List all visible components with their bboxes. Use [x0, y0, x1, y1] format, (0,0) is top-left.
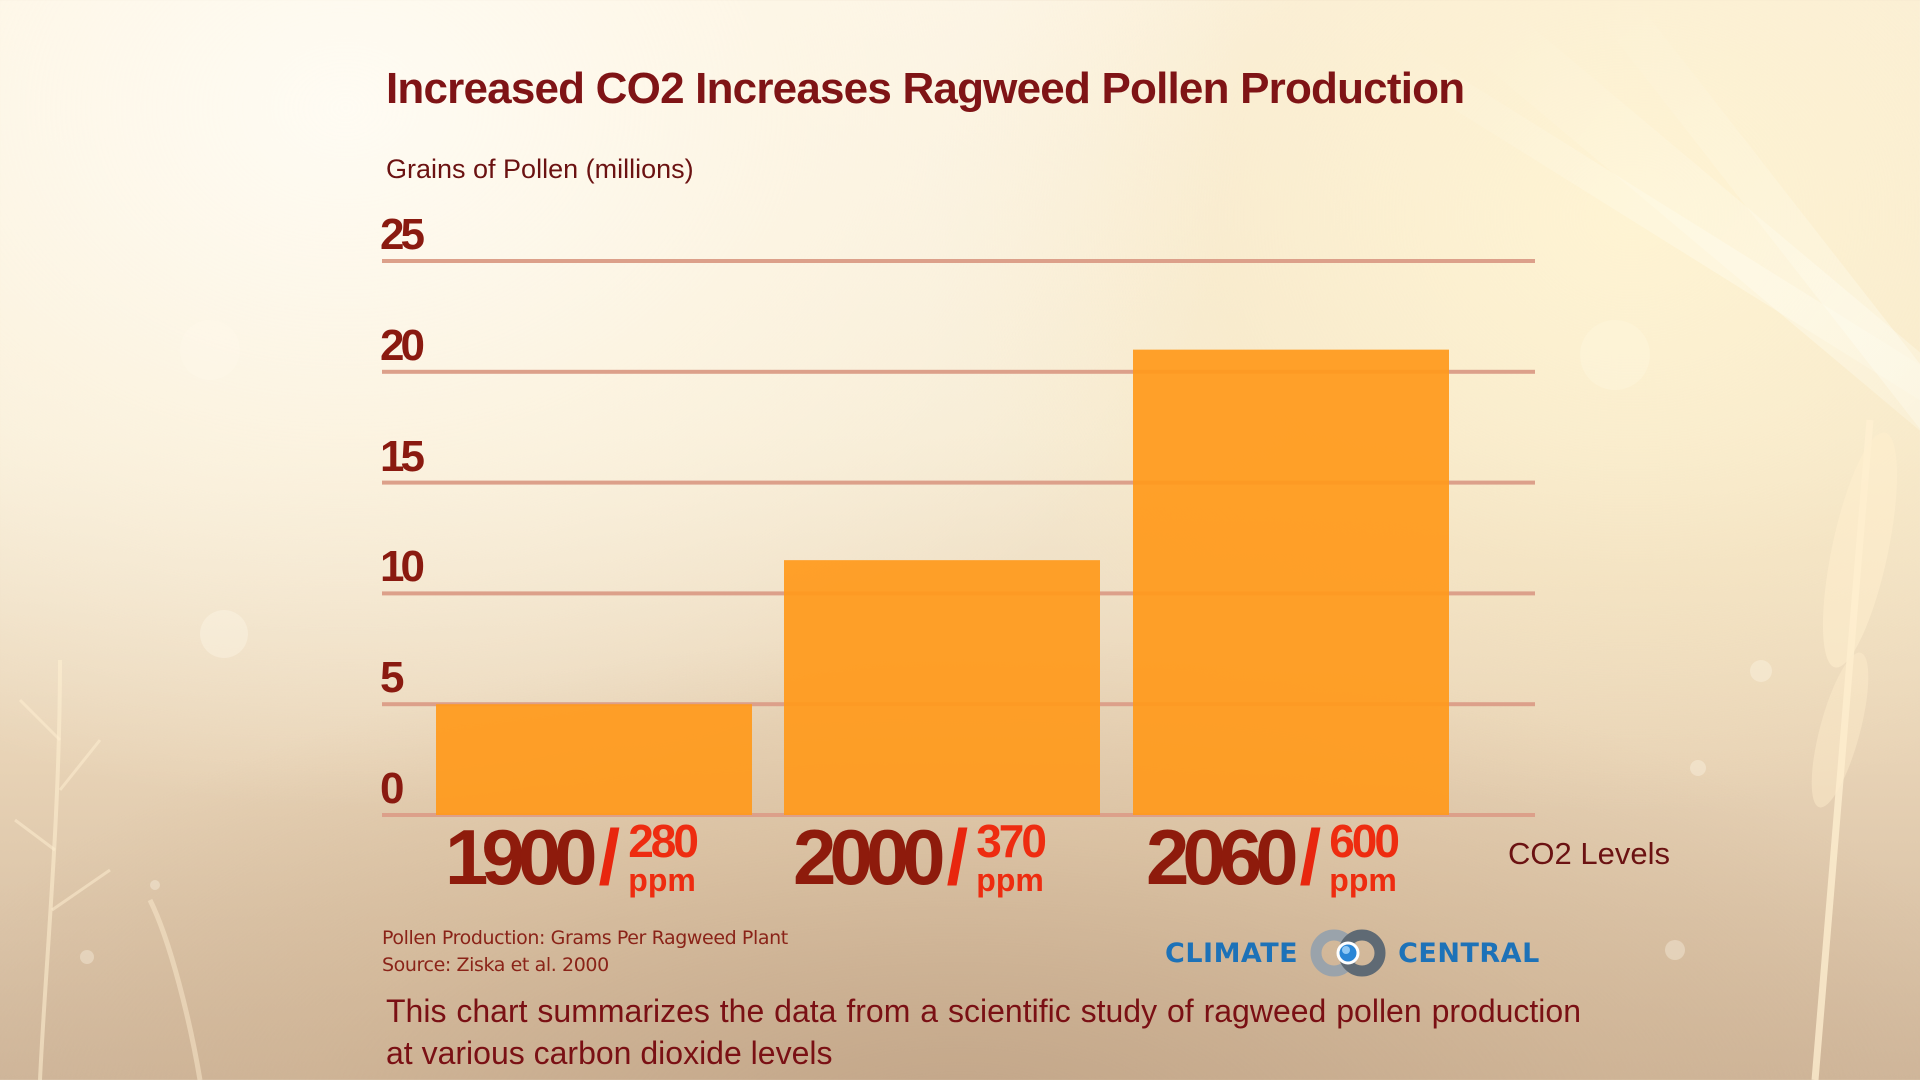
- category-ppm-unit: ppm: [976, 862, 1044, 898]
- y-tick-label: 15: [380, 431, 425, 481]
- climate-central-logo: CLIMATE CENTRAL: [1165, 928, 1540, 978]
- bar-2060: [1133, 349, 1449, 815]
- bar-1900: [436, 704, 752, 815]
- category-ppm: 600 ppm: [1329, 815, 1400, 898]
- gridline-25: [382, 259, 1535, 263]
- category-ppm-unit: ppm: [1329, 862, 1397, 898]
- logo-word-right: CENTRAL: [1398, 937, 1540, 969]
- category-label-2060: 2060/600 ppm: [1146, 813, 1400, 908]
- category-ppm-unit: ppm: [628, 862, 696, 898]
- gridline-15: [382, 480, 1535, 485]
- y-tick-label: 0: [380, 764, 404, 813]
- footer-note: Pollen Production: Grams Per Ragweed Pla…: [382, 927, 788, 949]
- logo-word-left: CLIMATE: [1165, 937, 1299, 969]
- y-tick-label: 5: [380, 653, 404, 703]
- chart-caption: This chart summarizes the data from a sc…: [386, 993, 1581, 1071]
- category-year-label: 1900: [445, 813, 598, 901]
- category-ppm-value: 600: [1329, 815, 1400, 867]
- category-separator: /: [1299, 813, 1322, 901]
- category-ppm: 370 ppm: [976, 815, 1047, 898]
- category-label-2000: 2000/370 ppm: [793, 813, 1047, 908]
- y-tick-label: 20: [380, 320, 425, 370]
- y-tick-label: 25: [380, 210, 425, 259]
- bars: [436, 349, 1449, 815]
- gridline-20: [382, 369, 1535, 374]
- chart-title: Increased CO2 Increases Ragweed Pollen P…: [386, 64, 1465, 113]
- category-label-1900: 1900/280 ppm: [445, 813, 699, 908]
- category-ppm-value: 280: [628, 815, 699, 867]
- category-ppm-value: 370: [976, 815, 1047, 867]
- x-axis-label: CO2 Levels: [1508, 836, 1670, 871]
- y-tick-label: 10: [380, 542, 425, 592]
- logo-rings-icon: [1306, 929, 1390, 977]
- bar-2000: [784, 560, 1100, 815]
- category-separator: /: [598, 813, 621, 901]
- footer-source: Source: Ziska et al. 2000: [382, 954, 609, 976]
- y-axis-label: Grains of Pollen (millions): [386, 154, 694, 184]
- category-year-label: 2000: [793, 813, 946, 901]
- category-year-label: 2060: [1146, 813, 1299, 901]
- category-separator: /: [946, 813, 969, 901]
- category-ppm: 280 ppm: [628, 815, 699, 898]
